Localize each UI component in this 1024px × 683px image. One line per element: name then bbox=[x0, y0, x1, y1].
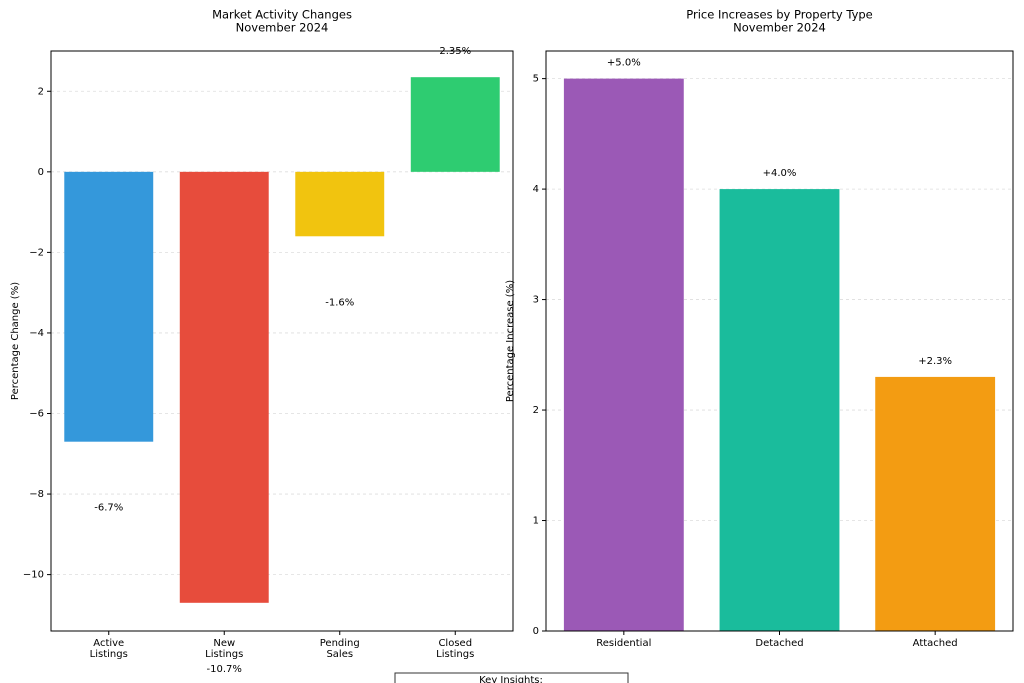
y-tick-label: 5 bbox=[533, 74, 539, 85]
chart-title: Price Increases by Property Type bbox=[686, 8, 873, 22]
y-tick-label: −2 bbox=[29, 247, 44, 258]
bar bbox=[410, 77, 500, 172]
plot-frame bbox=[50, 50, 514, 632]
bar bbox=[64, 171, 154, 442]
x-tick-label: Active Listings bbox=[90, 638, 128, 660]
value-label: 2.35% bbox=[439, 46, 471, 57]
value-label: -10.7% bbox=[207, 664, 242, 675]
bar bbox=[875, 376, 996, 631]
bar bbox=[719, 189, 840, 631]
y-tick-label: 1 bbox=[533, 516, 539, 527]
x-tick-label: Closed Listings bbox=[436, 638, 474, 660]
bar bbox=[563, 78, 684, 632]
value-label: -1.6% bbox=[325, 297, 354, 308]
y-tick-label: 3 bbox=[533, 295, 539, 306]
value-label: +4.0% bbox=[763, 168, 797, 179]
bar bbox=[179, 171, 269, 603]
y-tick-label: 0 bbox=[533, 626, 539, 637]
value-label: +2.3% bbox=[918, 356, 952, 367]
value-label: +5.0% bbox=[607, 58, 641, 69]
value-label: -6.7% bbox=[94, 503, 123, 514]
y-axis-label: Percentage Increase (%) bbox=[505, 280, 516, 402]
insights-title: Key Insights: bbox=[479, 675, 543, 683]
y-tick-label: 2 bbox=[38, 86, 44, 97]
x-tick-label: Attached bbox=[913, 638, 958, 649]
y-tick-label: 2 bbox=[533, 405, 539, 416]
plot-frame bbox=[545, 50, 1014, 632]
y-tick-label: −10 bbox=[23, 570, 44, 581]
chart-subtitle: November 2024 bbox=[236, 21, 329, 35]
y-tick-label: −6 bbox=[29, 409, 44, 420]
chart-title: Market Activity Changes bbox=[212, 8, 352, 22]
x-tick-label: Pending Sales bbox=[320, 638, 360, 660]
insights-box bbox=[394, 672, 629, 683]
y-tick-label: −4 bbox=[29, 328, 44, 339]
x-tick-label: Detached bbox=[755, 638, 803, 649]
y-tick-label: 0 bbox=[38, 167, 44, 178]
chart-subtitle: November 2024 bbox=[733, 21, 826, 35]
y-axis-label: Percentage Change (%) bbox=[10, 282, 21, 400]
y-tick-label: −8 bbox=[29, 489, 44, 500]
x-tick-label: New Listings bbox=[205, 638, 243, 660]
x-tick-label: Residential bbox=[596, 638, 651, 649]
y-tick-label: 4 bbox=[533, 184, 539, 195]
bar bbox=[295, 171, 385, 237]
